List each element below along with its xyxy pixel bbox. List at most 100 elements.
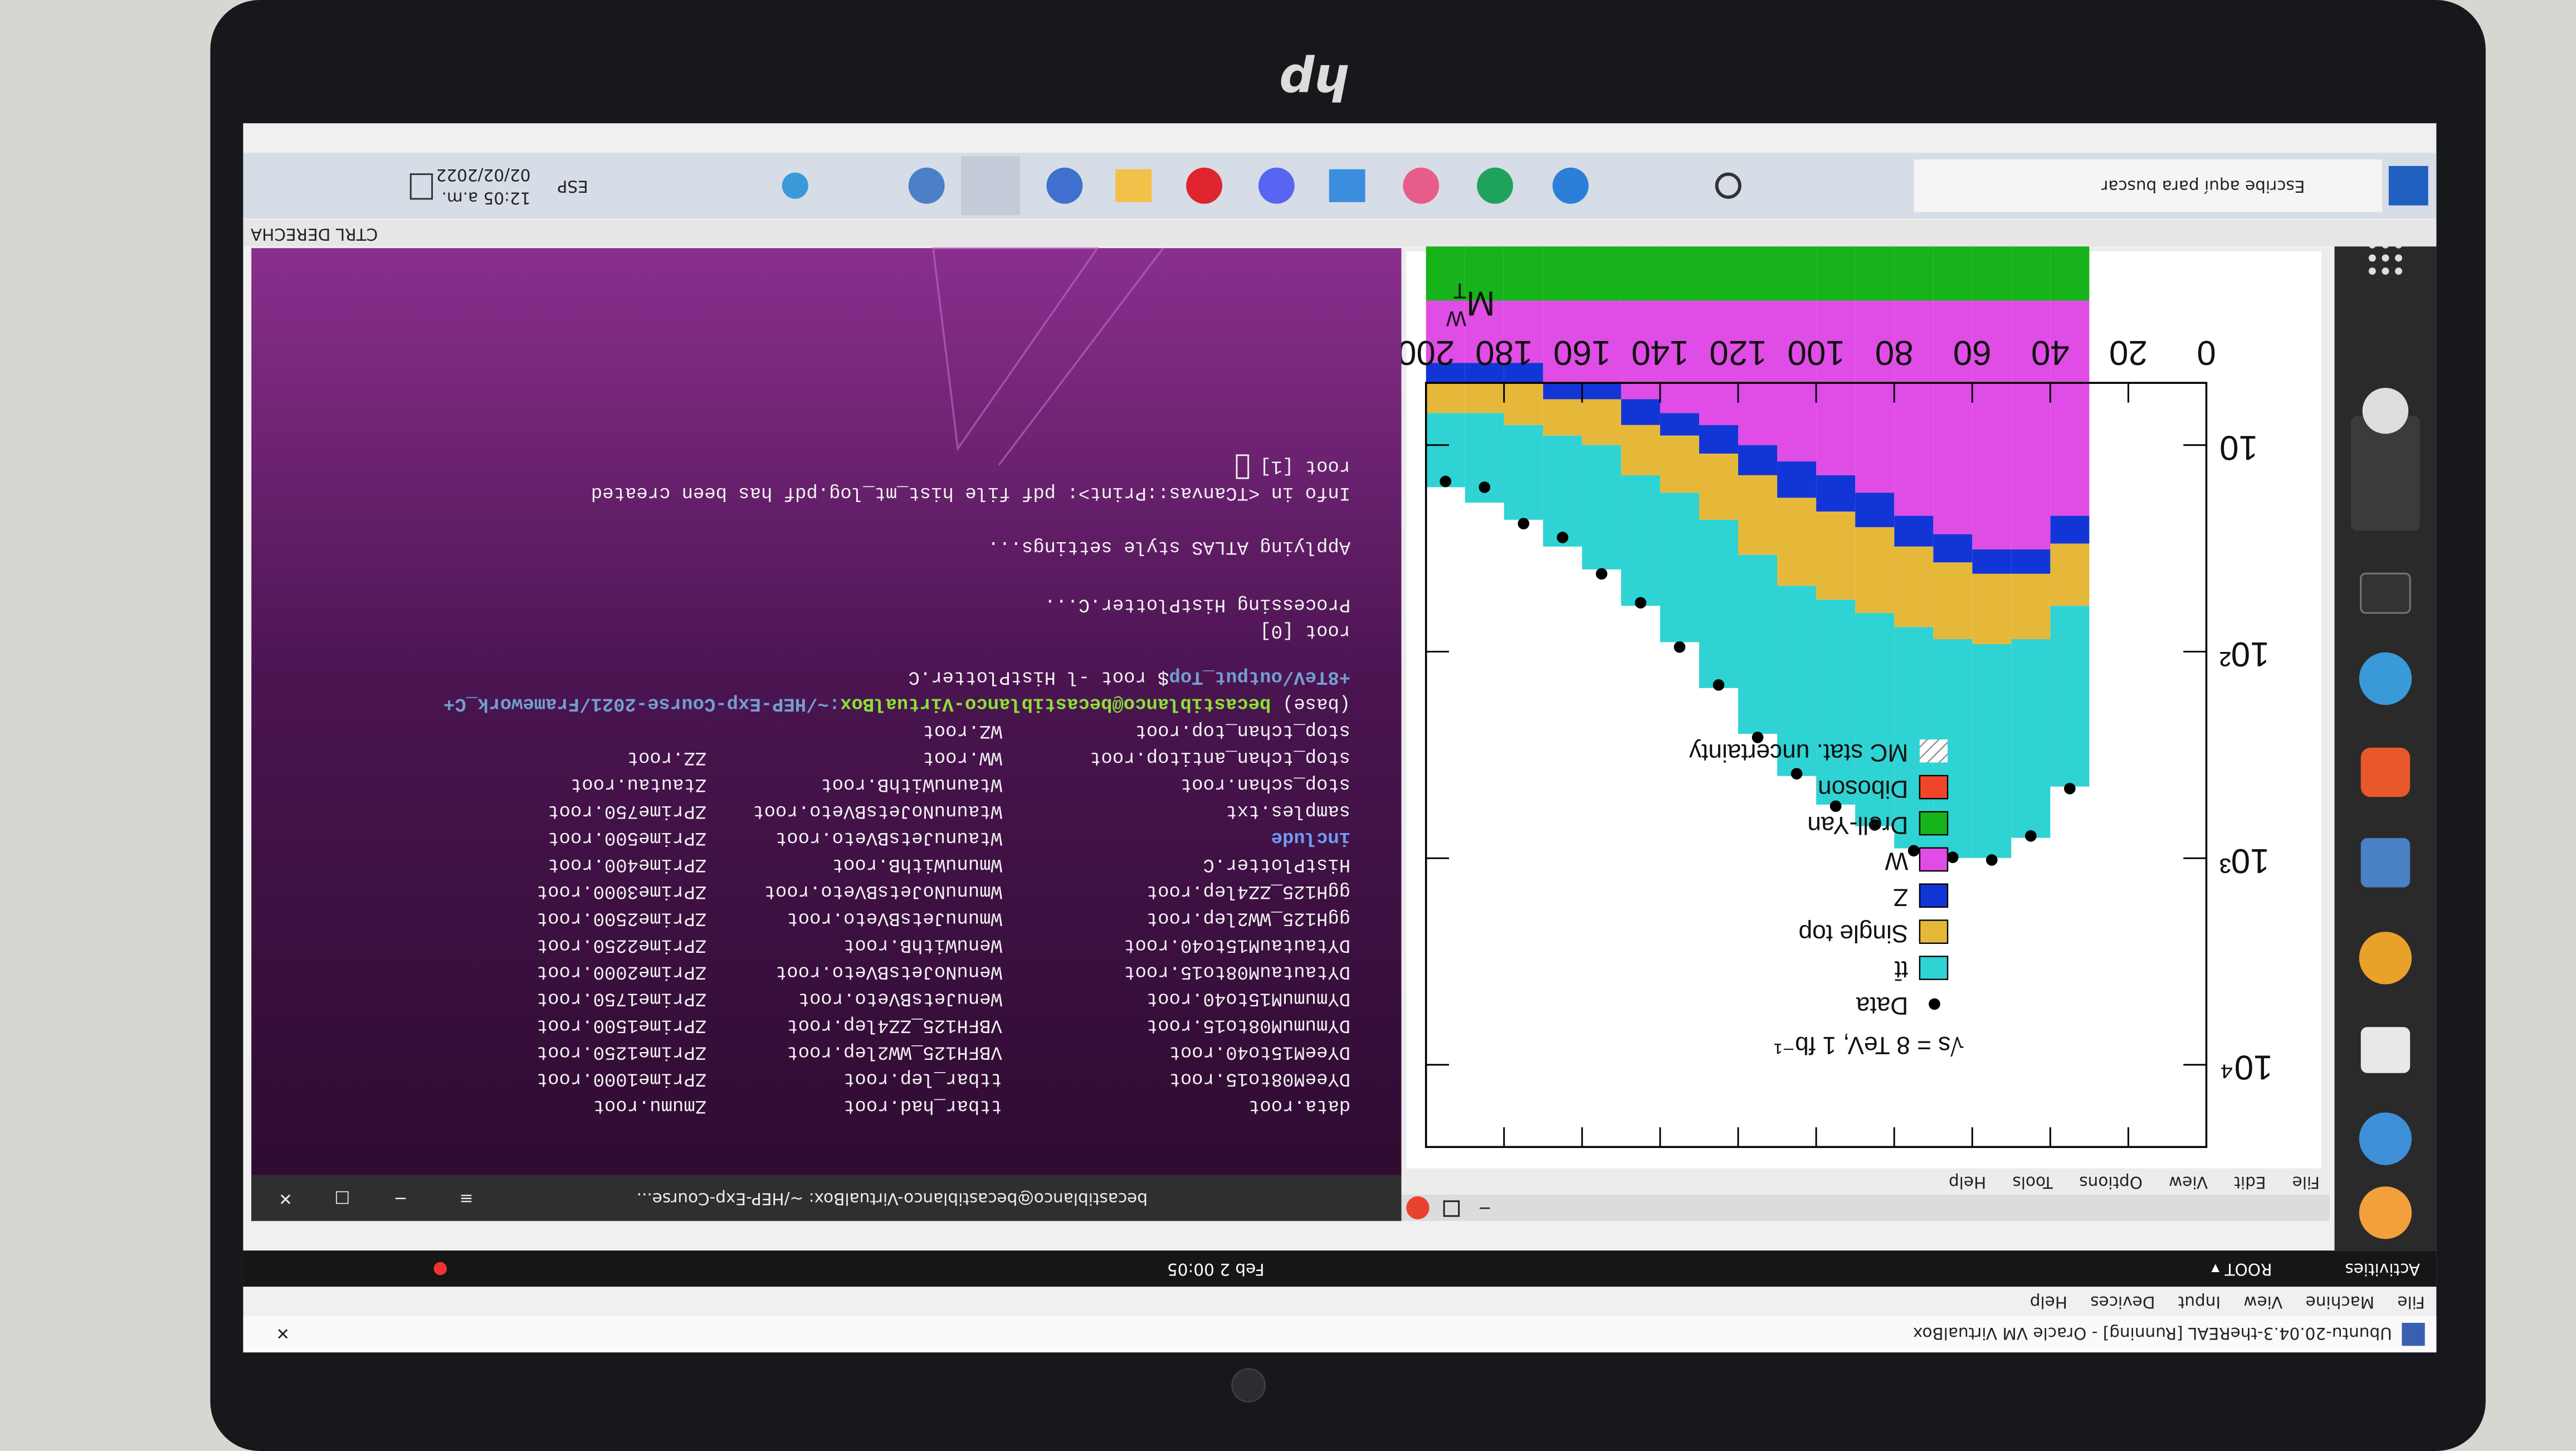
vb-menu-item[interactable]: Machine (2306, 1293, 2374, 1312)
tray-dot (433, 1262, 447, 1275)
dock-software[interactable] (2360, 747, 2411, 797)
root-menu-item[interactable]: Help (1949, 1173, 1986, 1192)
vb-menu-item[interactable]: View (2243, 1293, 2282, 1312)
task-vbox[interactable] (1046, 167, 1083, 204)
data-point (1557, 532, 1569, 543)
root-menu-item[interactable]: File (2292, 1173, 2320, 1192)
bar-segment (1426, 413, 1465, 488)
root-close[interactable] (1406, 1196, 1430, 1220)
bar-segment (1816, 600, 1856, 805)
root-titlebar (1401, 1194, 2330, 1221)
tray-icon[interactable] (782, 172, 808, 199)
output-line: Info in <TCanvas::Print>: pdf file hist_… (591, 482, 1350, 503)
dock-terminal[interactable] (2360, 572, 2411, 614)
task-opera[interactable] (1186, 167, 1223, 204)
vb-menu-item[interactable]: File (2397, 1293, 2424, 1312)
clock[interactable]: Feb 2 00:05 (1167, 1260, 1265, 1279)
bar-segment (1465, 363, 1504, 383)
terminal-maximize[interactable]: □ (334, 1189, 350, 1208)
file-name: WenuJetsBVeto.root (798, 987, 1002, 1009)
app-menu[interactable]: ROOT ▾ (2211, 1260, 2272, 1279)
bar-segment (1543, 300, 1582, 383)
bar-segment (1426, 238, 1465, 301)
bar-segment (2011, 549, 2051, 574)
legend-marker (1929, 998, 1940, 1010)
root-minimize[interactable]: − (1478, 1199, 1492, 1218)
data-point (1674, 641, 1686, 653)
terminal-close[interactable]: ✕ (279, 1189, 292, 1208)
dock-help[interactable] (2359, 652, 2412, 705)
y-tick-label: 10² (2219, 635, 2269, 673)
terminal-text: data.root DYeeM08to15.root DYeeM15to40.roo… (443, 454, 1351, 1116)
file-name: ZZ.root (627, 747, 706, 768)
task-cortana[interactable] (1715, 172, 1741, 199)
task-app[interactable] (1403, 167, 1440, 204)
dock-writer[interactable] (2360, 838, 2411, 888)
bar-segment (1777, 498, 1817, 586)
dock-firefox[interactable] (2359, 1186, 2412, 1239)
file-name: stop_tchan_antitop.root (1090, 747, 1350, 768)
legend-label: Diboson (1818, 775, 1908, 802)
language[interactable]: ESP (558, 177, 588, 196)
bar-segment (1972, 644, 2012, 858)
vb-menu-item[interactable]: Input (2178, 1293, 2221, 1312)
vb-close[interactable]: ✕ (276, 1324, 290, 1343)
legend-swatch (1919, 883, 1949, 908)
time[interactable]: 12:05 a.m. (442, 188, 531, 207)
output-line: root [1] (1260, 456, 1350, 477)
prompt-path: +8TeV/output_Top (1169, 666, 1351, 688)
dock-files[interactable] (2360, 1027, 2411, 1073)
bar-segment (1582, 399, 1621, 445)
win-start[interactable] (2388, 165, 2428, 206)
vb-menu-item[interactable]: Help (2030, 1293, 2067, 1312)
task-active[interactable] (961, 156, 1021, 216)
date[interactable]: 02/02/2022 (436, 165, 531, 184)
bar-segment (1816, 300, 1856, 475)
bar-segment (1738, 554, 1778, 734)
prompt-command: $ root -l HistPlotter.C (909, 666, 1169, 688)
task-discord[interactable] (1258, 167, 1295, 204)
bar-segment (1426, 363, 1465, 383)
root-menu-item[interactable]: Edit (2234, 1173, 2266, 1192)
task-app[interactable] (1477, 167, 1514, 204)
task-explorer[interactable] (1115, 169, 1152, 202)
data-point (1829, 800, 1842, 812)
bar-segment (1816, 475, 1856, 512)
bar-segment (1543, 435, 1582, 547)
root-menu-item[interactable]: Tools (2012, 1173, 2053, 1192)
terminal-minimize[interactable]: − (394, 1189, 408, 1208)
dock-rhythmbox[interactable] (2359, 932, 2412, 985)
bar-segment (1738, 445, 1778, 475)
notifications[interactable] (409, 173, 433, 200)
y-tick-label: 10⁴ (2219, 1048, 2272, 1087)
file-name: ggH125_WW2lep.root (1146, 907, 1350, 928)
task-app[interactable] (908, 167, 945, 204)
win-search[interactable] (1914, 159, 2383, 212)
root-menu-item[interactable]: View (2169, 1173, 2208, 1192)
task-edge[interactable] (1552, 167, 1589, 204)
root-menu-item[interactable]: Options (2079, 1173, 2143, 1192)
dock-active[interactable] (2350, 416, 2420, 531)
legend-swatch (1919, 847, 1949, 872)
dock-thunderbird[interactable] (2359, 1112, 2412, 1165)
activities[interactable]: Activities (2345, 1260, 2420, 1279)
bar-segment (1504, 425, 1543, 520)
x-tick-label: 0 (2197, 333, 2216, 372)
bar-segment (1777, 461, 1817, 498)
bar-segment (1504, 238, 1543, 301)
file-name: DYeeM15to40.root (1169, 1041, 1351, 1063)
terminal-menu[interactable]: ≡ (460, 1189, 474, 1208)
root-maximize[interactable] (1443, 1200, 1460, 1217)
histogram: 0 20 40 60 80 100 120 140 160 180 200 10 10² 10³ 10⁴ MT… (1397, 238, 2273, 1148)
search-text[interactable]: Escribe aquí para buscar (2101, 177, 2305, 196)
bar-segment (1582, 238, 1621, 301)
dock-disc[interactable] (2362, 387, 2409, 434)
task-store[interactable] (1329, 169, 1365, 202)
vb-menu-item[interactable]: Devices (2090, 1293, 2155, 1312)
file-name: ZPrime2000.root (536, 961, 706, 982)
file-name: WenuWithB.root (843, 934, 1002, 955)
bar-segment (1582, 445, 1621, 569)
bar-segment (2050, 606, 2090, 787)
legend-swatch (1919, 956, 1949, 980)
bar-segment (1777, 300, 1817, 462)
